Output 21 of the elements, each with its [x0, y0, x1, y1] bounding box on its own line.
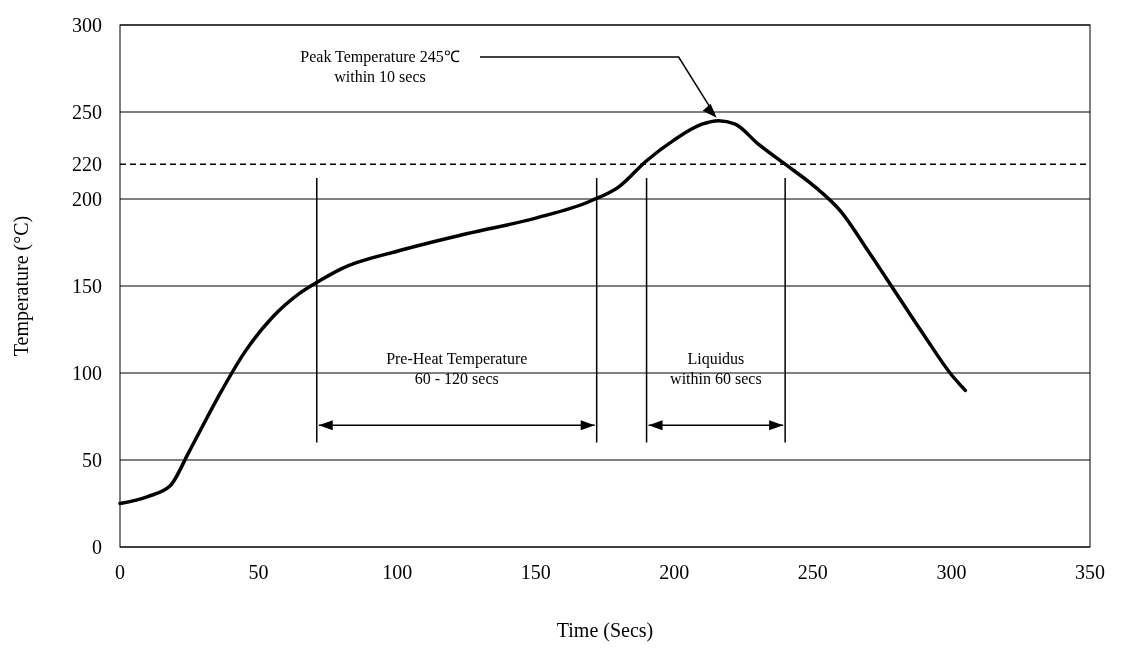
x-tick-label: 300 — [936, 561, 967, 583]
x-tick-label: 200 — [659, 561, 690, 583]
x-tick-label: 50 — [248, 561, 269, 583]
annotation: Pre-Heat Temperature 60 - 120 secs — [386, 350, 528, 388]
x-axis-title: Time (Secs) — [556, 619, 654, 642]
y-tick-label: 250 — [72, 101, 102, 123]
y-tick-label: 220 — [72, 153, 102, 176]
x-tick-label: 150 — [520, 561, 551, 583]
y-axis-title: Temperature (°C) — [10, 215, 33, 357]
annotation: Liquidus within 60 secs — [670, 350, 762, 388]
y-tick-label: 0 — [92, 536, 102, 558]
x-tick-label: 250 — [797, 561, 828, 583]
x-tick-label: 0 — [115, 561, 125, 583]
y-tick-label: 100 — [72, 362, 102, 384]
annotation: Peak Temperature 245℃ within 10 secs — [300, 48, 460, 85]
y-tick-label: 300 — [72, 14, 102, 36]
y-tick-label: 200 — [72, 188, 102, 210]
x-tick-label: 100 — [382, 561, 413, 583]
y-tick-label: 50 — [82, 449, 102, 471]
x-tick-label: 350 — [1075, 561, 1105, 583]
y-tick-label: 150 — [72, 275, 102, 297]
